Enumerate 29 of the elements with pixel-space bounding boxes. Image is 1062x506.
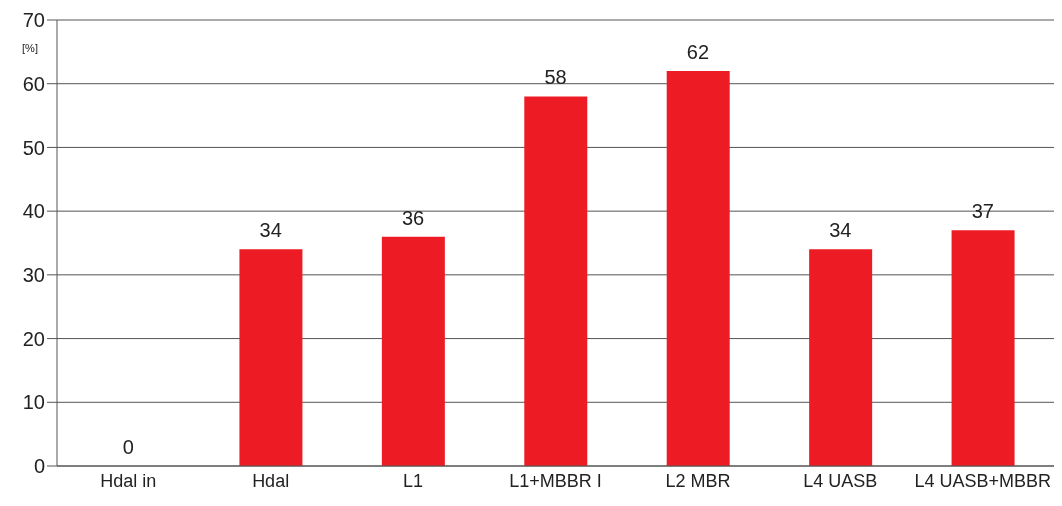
x-tick-label: L4 UASB+MBBR — [914, 470, 1052, 491]
data-label: 37 — [971, 200, 994, 223]
y-tick-label: 10 — [22, 391, 45, 414]
data-label: 34 — [259, 219, 282, 242]
x-tick-label: L2 MBR — [665, 470, 731, 491]
x-tick-label: L4 UASB — [803, 470, 878, 491]
bar — [524, 96, 588, 466]
y-tick-label: 20 — [22, 327, 45, 350]
y-tick-label: 60 — [22, 72, 45, 95]
y-axis-title: [%] — [22, 42, 38, 54]
data-label: 34 — [829, 219, 852, 242]
y-tick-label: 30 — [22, 263, 45, 286]
bar — [666, 70, 730, 466]
x-tick-label: L1+MBBR I — [509, 470, 602, 491]
x-tick-label: Hdal in — [100, 470, 157, 491]
data-label: 0 — [122, 436, 134, 458]
bar — [809, 249, 873, 466]
y-tick-label: 40 — [22, 200, 45, 223]
x-tick-label: L1 — [403, 470, 424, 491]
bar — [951, 230, 1015, 466]
data-label: 58 — [544, 66, 567, 89]
x-tick-label: Hdal — [252, 470, 290, 491]
y-tick-label: 50 — [22, 136, 45, 159]
y-tick-label: 0 — [33, 455, 45, 478]
y-tick-label: 70 — [22, 9, 45, 32]
bar — [239, 249, 303, 466]
data-label: 62 — [686, 40, 710, 63]
bar — [381, 236, 445, 466]
data-label: 36 — [401, 206, 425, 229]
